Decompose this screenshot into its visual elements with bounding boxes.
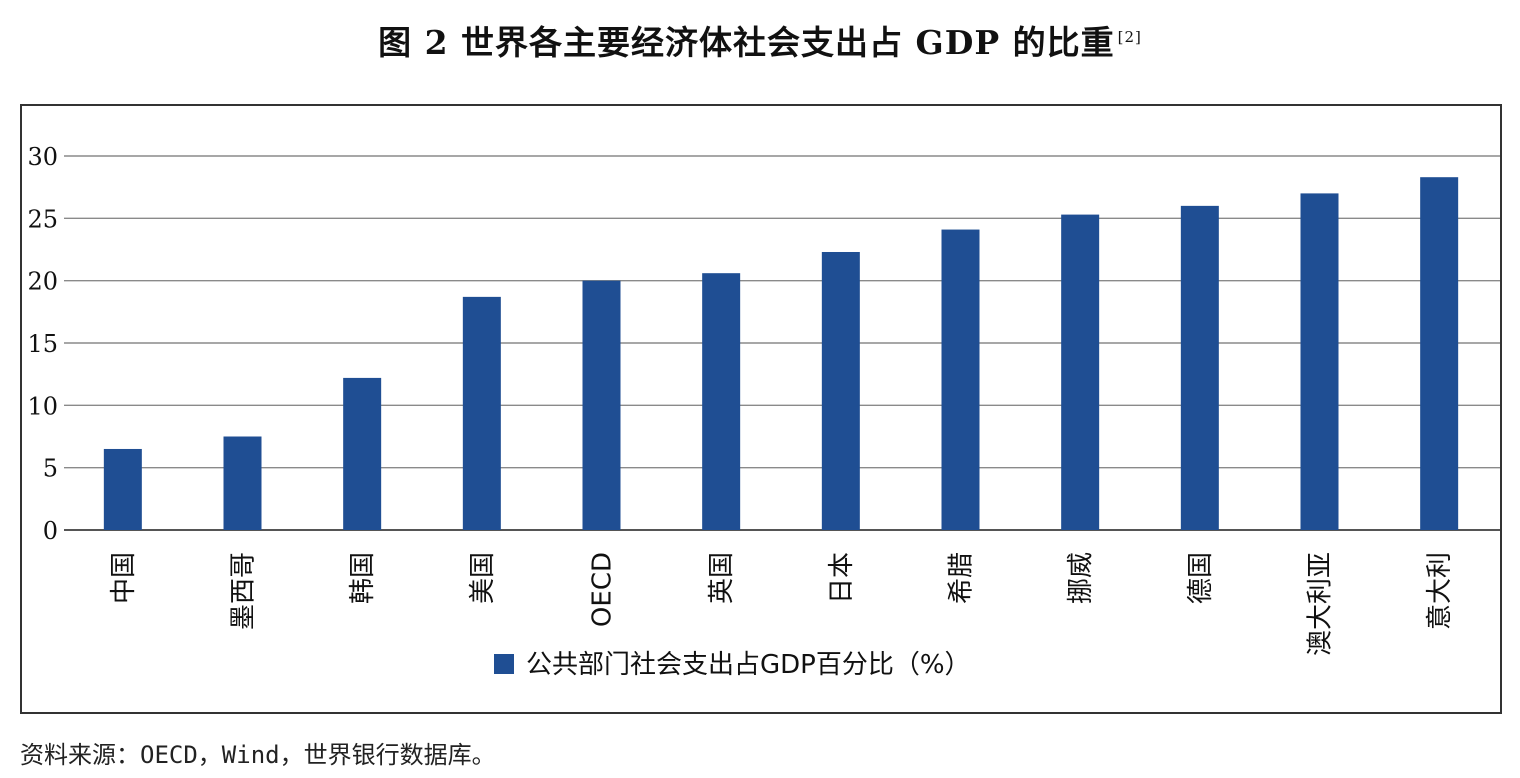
y-tick-label: 0: [43, 517, 58, 545]
y-tick-label: 30: [27, 143, 58, 171]
bar: [1061, 214, 1100, 530]
bar: [941, 229, 980, 530]
y-tick-label: 25: [27, 205, 58, 233]
bar: [702, 273, 741, 530]
bar: [1420, 177, 1459, 530]
legend-swatch: [494, 654, 514, 674]
x-tick-label: 墨西哥: [229, 552, 259, 630]
bar: [103, 448, 142, 530]
title-reference: [2]: [1117, 28, 1142, 46]
bar: [462, 296, 501, 530]
x-tick-label: 澳大利亚: [1306, 552, 1336, 656]
bar-chart: 0 5 10 15 20 25 30 中国 墨西哥 韩国 美国 OECD 英国 日本 希腊 挪威 德国 澳大利亚 意…: [27, 143, 1500, 680]
bar: [223, 436, 262, 530]
bar: [1300, 193, 1339, 530]
y-tick-label: 20: [27, 268, 58, 296]
x-tick-label: 美国: [468, 552, 498, 604]
chart-frame: 0 5 10 15 20 25 30 中国 墨西哥 韩国 美国 OECD 英国 日本 希腊 挪威 德国 澳大利亚 意…: [20, 104, 1502, 714]
x-tick-label: 希腊: [947, 552, 977, 604]
legend-label: 公共部门社会支出占GDP百分比（%）: [526, 650, 971, 680]
x-tick-label: 挪威: [1066, 552, 1096, 604]
x-tick-label: 韩国: [348, 552, 378, 604]
x-tick-label: 英国: [707, 552, 737, 604]
bar: [1180, 205, 1219, 530]
bar: [582, 280, 621, 530]
y-tick-label: 10: [27, 392, 58, 420]
bar: [821, 251, 860, 530]
x-tick-label: 日本: [827, 552, 857, 604]
x-tick-label: 意大利: [1425, 552, 1455, 630]
chart-title: 图 2 世界各主要经济体社会支出占 GDP 的比重 [2]: [378, 23, 1142, 62]
x-tick-label: 中国: [109, 552, 139, 604]
source-note: 资料来源：OECD，Wind，世界银行数据库。: [20, 741, 496, 769]
x-tick-label: OECD: [588, 552, 618, 627]
bar: [343, 377, 382, 530]
y-tick-label: 5: [43, 455, 58, 483]
y-tick-label: 15: [27, 330, 58, 358]
x-tick-label: 德国: [1186, 552, 1216, 604]
